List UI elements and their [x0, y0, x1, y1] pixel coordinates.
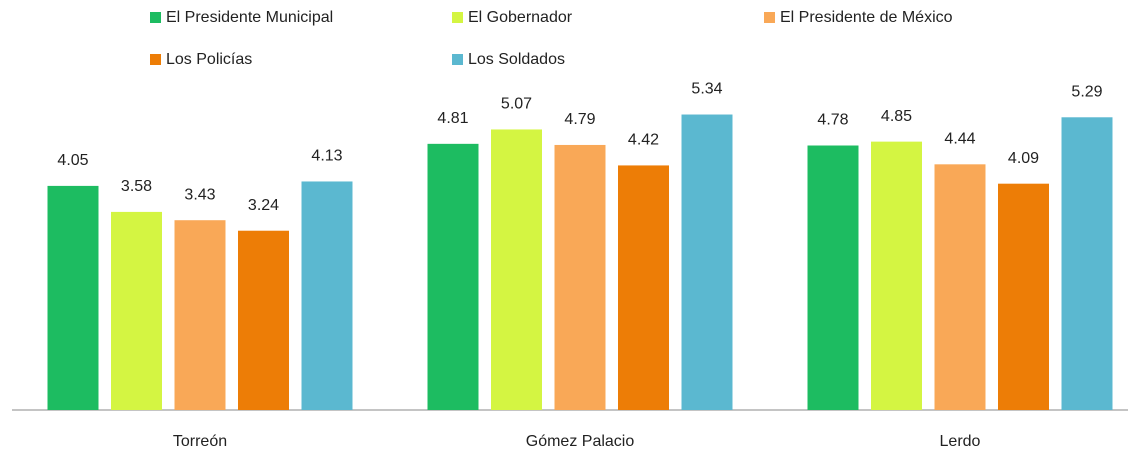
legend-swatch: [150, 12, 161, 23]
value-label: 4.05: [57, 152, 88, 169]
value-label: 4.78: [817, 112, 848, 129]
bar: [871, 141, 922, 410]
bar: [174, 220, 226, 410]
legend-swatch: [452, 54, 463, 65]
value-label: 4.85: [881, 108, 912, 125]
x-tick-label: Torreón: [173, 433, 227, 450]
value-label: 3.58: [121, 178, 152, 195]
legend-swatch: [150, 54, 161, 65]
bar: [491, 129, 542, 410]
legend-label: Los Policías: [166, 51, 252, 68]
value-label: 5.07: [501, 96, 532, 113]
bar: [111, 211, 162, 410]
value-label: 3.24: [248, 197, 279, 214]
value-label: 5.34: [691, 81, 722, 98]
value-label: 4.81: [437, 110, 468, 127]
value-label: 4.13: [311, 148, 342, 165]
bar: [47, 185, 99, 410]
bar: [934, 164, 986, 410]
value-label: 4.79: [564, 111, 595, 128]
x-tick-label: Gómez Palacio: [526, 433, 635, 450]
bar: [238, 230, 289, 410]
legend-label: Los Soldados: [468, 51, 565, 68]
value-label: 4.09: [1008, 150, 1039, 167]
value-label: 3.43: [184, 186, 215, 203]
legend-swatch: [452, 12, 463, 23]
bar: [1061, 117, 1113, 410]
legend-label: El Gobernador: [468, 9, 573, 26]
bar: [681, 114, 733, 411]
legend-swatch: [764, 12, 775, 23]
legend-label: El Presidente de México: [780, 9, 953, 26]
x-tick-label: Lerdo: [940, 433, 981, 450]
value-label: 5.29: [1071, 84, 1102, 101]
bar: [554, 144, 606, 410]
bar: [301, 181, 353, 410]
bar: [427, 143, 479, 410]
bar: [998, 183, 1049, 410]
value-label: 4.42: [628, 132, 659, 149]
bar: [807, 145, 859, 411]
bar: [618, 165, 669, 410]
value-label: 4.44: [944, 131, 975, 148]
legend-label: El Presidente Municipal: [166, 9, 333, 26]
